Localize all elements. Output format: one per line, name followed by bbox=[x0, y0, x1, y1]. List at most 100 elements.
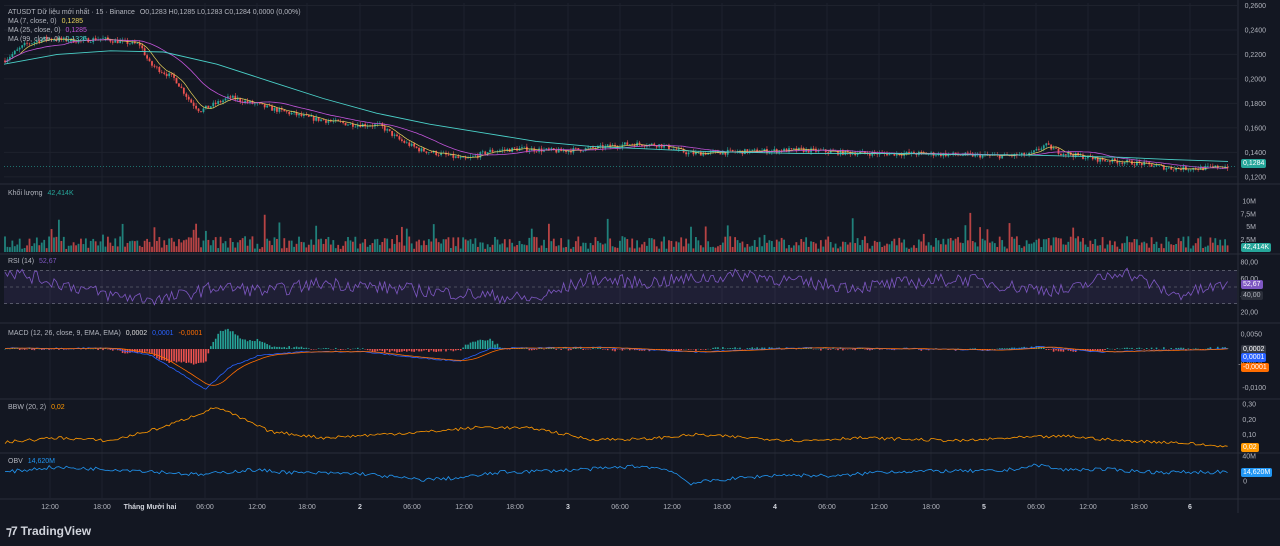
volume-bar bbox=[479, 242, 482, 252]
ma7-label[interactable]: MA (7, close, 0) bbox=[8, 18, 57, 25]
volume-bar bbox=[584, 242, 587, 252]
volume-bar bbox=[849, 242, 852, 252]
volume-bar bbox=[560, 238, 563, 252]
candle-body bbox=[315, 117, 318, 121]
volume-bar bbox=[692, 248, 695, 252]
volume-bar bbox=[940, 244, 942, 252]
candle-body bbox=[4, 60, 6, 63]
macd-hist-bar bbox=[371, 349, 374, 352]
candle-body bbox=[278, 108, 281, 112]
volume-bar bbox=[756, 246, 759, 252]
candle-body bbox=[249, 100, 251, 103]
candle-body bbox=[910, 151, 913, 154]
volume-bar bbox=[579, 246, 582, 252]
volume-bar bbox=[827, 236, 830, 252]
macd-hist-bar bbox=[1062, 349, 1065, 352]
candle-body bbox=[38, 40, 41, 43]
volume-bar bbox=[557, 245, 560, 252]
macd-line-value: 0,0001 bbox=[152, 330, 174, 337]
volume-bar bbox=[949, 237, 952, 252]
macd-hist-bar bbox=[749, 348, 751, 349]
macd-hist-bar bbox=[1185, 349, 1187, 350]
macd-hist-bar bbox=[1057, 349, 1060, 352]
macd-hist-bar bbox=[614, 349, 616, 352]
candle-body bbox=[721, 151, 724, 155]
volume-bar bbox=[856, 238, 859, 252]
ma25-label[interactable]: MA (25, close, 0) bbox=[8, 27, 61, 34]
volume-bar bbox=[469, 239, 472, 252]
volume-bar bbox=[427, 239, 430, 252]
obv-label[interactable]: OBV bbox=[8, 458, 23, 465]
candle-body bbox=[418, 147, 420, 152]
candle-body bbox=[1177, 167, 1180, 169]
macd-hist-bar bbox=[276, 346, 278, 349]
macd-hist-bar bbox=[376, 349, 379, 351]
volume-bar bbox=[290, 240, 293, 252]
volume-label[interactable]: Khối lượng bbox=[8, 190, 43, 197]
volume-bar bbox=[454, 246, 457, 252]
macd-hist-bar bbox=[462, 347, 464, 349]
macd-hist-bar bbox=[153, 349, 156, 357]
rsi-label[interactable]: RSI (14) bbox=[8, 258, 35, 265]
obv-tick-0: 40M bbox=[1242, 454, 1256, 461]
volume-tick-2: 5M bbox=[1246, 224, 1256, 231]
bbw-label[interactable]: BBW (20, 2) bbox=[8, 404, 47, 411]
candle-body bbox=[173, 74, 175, 78]
time-tick-11: 06:00 bbox=[611, 504, 629, 511]
volume-bar bbox=[592, 245, 594, 252]
macd-hist-bar bbox=[430, 349, 433, 351]
macd-hist-bar bbox=[753, 348, 756, 349]
macd-label[interactable]: MACD (12, 26, close, 9, EMA, EMA) bbox=[8, 330, 121, 337]
volume-bar bbox=[790, 247, 793, 252]
volume-bar bbox=[1192, 245, 1195, 252]
candle-body bbox=[67, 40, 70, 42]
ma99-label[interactable]: MA (99, close, 0) bbox=[8, 36, 61, 43]
ohlc-readout: O0,1283 H0,1285 L0,1283 C0,1284 0,0000 (… bbox=[139, 9, 301, 16]
macd-hist-bar bbox=[1011, 347, 1013, 349]
time-tick-7: 06:00 bbox=[403, 504, 421, 511]
candle-body bbox=[231, 95, 234, 98]
volume-bar bbox=[1180, 241, 1182, 252]
volume-bar bbox=[131, 240, 134, 252]
volume-bar bbox=[648, 238, 651, 252]
volume-tick-0: 10M bbox=[1242, 199, 1256, 206]
volume-bar bbox=[1133, 239, 1136, 252]
volume-bar bbox=[1189, 248, 1192, 252]
macd-hist-bar bbox=[447, 349, 450, 350]
macd-hist-bar bbox=[484, 340, 486, 349]
candle-body bbox=[175, 77, 178, 84]
candle-body bbox=[462, 157, 465, 158]
volume-bar bbox=[606, 218, 609, 252]
volume-bar bbox=[643, 241, 646, 252]
candle-body bbox=[670, 149, 673, 150]
volume-bar bbox=[903, 239, 906, 252]
volume-bar bbox=[1204, 246, 1207, 252]
volume-bar bbox=[868, 248, 871, 252]
volume-bar bbox=[969, 212, 972, 252]
volume-bar bbox=[486, 244, 489, 252]
candle-body bbox=[959, 155, 962, 156]
candle-body bbox=[1057, 148, 1060, 154]
volume-bar bbox=[261, 247, 264, 252]
ma99-value: 0,1326 bbox=[65, 36, 87, 43]
candle-body bbox=[393, 134, 396, 136]
candle-body bbox=[1038, 148, 1040, 150]
volume-bar bbox=[1187, 236, 1190, 252]
volume-bar bbox=[440, 243, 442, 252]
volume-bar bbox=[1040, 247, 1043, 252]
time-tick-18: 5 bbox=[982, 504, 986, 511]
volume-bar bbox=[609, 238, 612, 252]
volume-bar bbox=[621, 236, 624, 252]
tradingview-logo[interactable]: ⁊7 TradingView bbox=[6, 524, 91, 538]
candle-body bbox=[837, 150, 839, 155]
volume-bar bbox=[366, 246, 369, 252]
volume-bar bbox=[202, 240, 205, 252]
macd-hist-bar bbox=[1047, 349, 1050, 350]
candle-body bbox=[437, 154, 440, 156]
macd-hist-bar bbox=[1003, 348, 1006, 349]
price-tick-1: 0,2400 bbox=[1245, 27, 1267, 34]
volume-bar bbox=[986, 229, 989, 252]
candle-body bbox=[895, 153, 898, 156]
ma25-value: 0,1285 bbox=[65, 27, 87, 34]
